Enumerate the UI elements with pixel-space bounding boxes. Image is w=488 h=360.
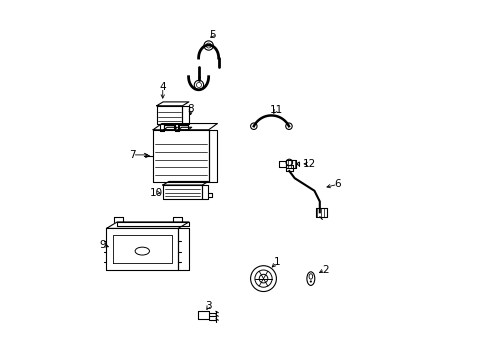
Text: 5: 5 — [209, 30, 216, 40]
Text: 1: 1 — [273, 257, 280, 267]
Text: 8: 8 — [187, 104, 194, 114]
Text: 6: 6 — [334, 179, 340, 189]
Text: 11: 11 — [269, 105, 282, 115]
Text: 12: 12 — [302, 159, 315, 169]
Text: 10: 10 — [150, 188, 163, 198]
Text: 3: 3 — [205, 301, 211, 311]
Text: 9: 9 — [100, 239, 106, 249]
Text: 2: 2 — [321, 265, 328, 275]
Text: 4: 4 — [159, 82, 166, 93]
Text: 7: 7 — [129, 150, 136, 160]
Circle shape — [309, 280, 311, 283]
